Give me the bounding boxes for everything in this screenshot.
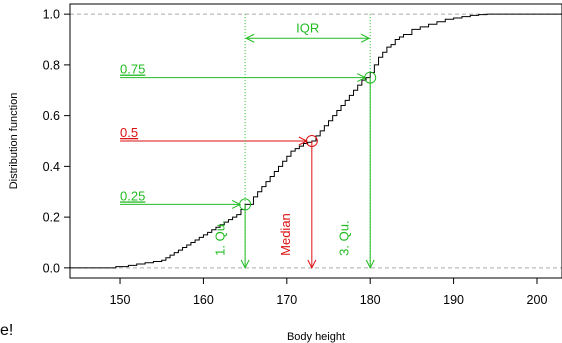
x-tick-label-1: 160 xyxy=(193,293,214,307)
quantile-drop-label-1: Median xyxy=(278,213,293,256)
ecdf-step-line xyxy=(70,13,562,269)
y-tick-label-1: 0.2 xyxy=(43,211,60,225)
y-tick-label-5: 1.0 xyxy=(43,8,60,22)
x-axis-title: Body height xyxy=(287,331,345,343)
x-tick-label-3: 180 xyxy=(360,293,381,307)
y-tick-label-4: 0.8 xyxy=(43,58,60,72)
quantile-drop-label-0: 1. Qu. xyxy=(212,220,227,255)
cropped-edge-text: e! xyxy=(0,322,14,339)
quantile-prob-label-0: 0.25 xyxy=(120,188,145,203)
y-axis-title: Distribution function xyxy=(8,93,20,190)
x-tick-label-4: 190 xyxy=(443,293,464,307)
quantile-drop-label-2: 3. Qu. xyxy=(337,220,352,255)
ecdf-series xyxy=(70,13,562,269)
y-tick-label-0: 0.0 xyxy=(43,261,60,275)
quantile-prob-label-2: 0.75 xyxy=(120,62,145,77)
plot-frame xyxy=(69,3,562,279)
x-tick-label-2: 170 xyxy=(276,293,297,307)
iqr-label: IQR xyxy=(296,20,319,35)
quantile-annotations: 0.25 1. Qu. 0.5 Median 0.75 3. Qu. IQR xyxy=(120,14,377,268)
axes: 150 160 170 180 190 200 0.0 0.2 0.4 0.6 0.8 1.0 xyxy=(43,3,562,307)
x-tick-label-0: 150 xyxy=(110,293,131,307)
y-tick-label-3: 0.6 xyxy=(43,109,60,123)
quantile-prob-label-1: 0.5 xyxy=(120,125,138,140)
quantile-point-1 xyxy=(305,135,318,147)
x-tick-label-5: 200 xyxy=(527,293,548,307)
y-tick-label-2: 0.4 xyxy=(43,160,60,174)
